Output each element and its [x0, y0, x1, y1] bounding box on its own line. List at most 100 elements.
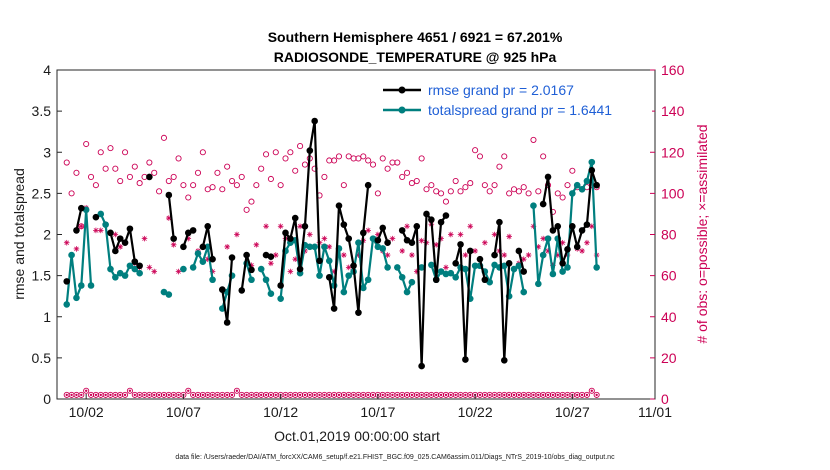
zero-obs-center — [400, 393, 404, 397]
zero-obs-center — [503, 393, 506, 397]
rmse-line — [478, 258, 486, 280]
spread-point — [588, 158, 596, 166]
spread-point — [530, 202, 537, 210]
possible-obs-point — [559, 194, 566, 201]
zero-obs-center — [391, 393, 394, 397]
possible-obs-point — [107, 145, 114, 152]
spread-point — [364, 276, 372, 284]
zero-obs-center — [556, 393, 559, 397]
possible-obs-point — [165, 177, 172, 185]
possible-obs-point — [369, 161, 377, 168]
zero-obs-center — [153, 393, 156, 397]
zero-obs-center — [109, 393, 112, 397]
y2-tick-label: 160 — [661, 62, 685, 78]
possible-obs-point — [112, 165, 119, 172]
possible-obs-point — [355, 155, 362, 162]
zero-obs-point — [233, 387, 240, 394]
rmse-point — [573, 243, 581, 251]
possible-obs-point — [209, 184, 216, 191]
zero-obs-center — [75, 393, 78, 397]
zero-obs-center — [449, 393, 453, 397]
x-tick-label: 10/27 — [555, 404, 590, 420]
spread-point — [578, 185, 586, 193]
legend-spread-label: totalspread grand pr = 1.6441 — [428, 102, 612, 118]
spread-point — [306, 243, 314, 251]
spread-point — [68, 251, 75, 259]
zero-obs-center — [381, 393, 384, 397]
zero-obs-center — [420, 393, 423, 397]
possible-obs-point — [282, 155, 289, 162]
rmse-point — [432, 276, 440, 284]
spread-point — [107, 265, 114, 273]
zero-obs-center — [318, 393, 321, 397]
x-tick-label: 10/22 — [458, 404, 493, 420]
spread-point — [583, 177, 591, 185]
zero-obs-center — [114, 393, 117, 397]
spread-point — [248, 276, 255, 284]
possible-obs-point — [87, 173, 95, 180]
zero-obs-center — [415, 393, 418, 397]
rmse-point — [578, 227, 586, 234]
zero-obs-center — [211, 393, 214, 397]
zero-obs-center — [294, 393, 297, 397]
rmse-point — [296, 265, 304, 273]
x-tick-label: 10/17 — [360, 404, 395, 420]
rmse-point — [442, 212, 450, 219]
rmse-point — [267, 253, 275, 261]
possible-obs-point — [457, 188, 464, 195]
spread-point — [204, 243, 212, 251]
rmse-point — [78, 204, 85, 212]
spread-point — [535, 280, 542, 288]
rmse-point — [291, 214, 299, 222]
rmse-point — [476, 255, 484, 263]
rmse-point — [505, 259, 513, 267]
rmse-point — [107, 229, 114, 237]
spread-point — [452, 273, 459, 281]
rmse-line — [328, 185, 370, 314]
y-tick-label: 3 — [43, 144, 51, 160]
zero-obs-center — [371, 393, 375, 397]
possible-obs-point — [277, 182, 284, 189]
spread-point — [355, 239, 362, 247]
assimilated-obs-point — [277, 223, 284, 230]
zero-obs-center — [522, 393, 525, 397]
spread-point — [437, 268, 445, 275]
rmse-point — [282, 229, 289, 237]
zero-obs-center — [469, 393, 472, 397]
possible-obs-point — [510, 186, 518, 193]
rmse-point — [549, 227, 557, 234]
spread-point — [447, 269, 455, 277]
assimilated-obs-point — [224, 244, 230, 250]
possible-obs-point — [292, 167, 299, 174]
assimilated-obs-point — [345, 264, 352, 271]
zero-obs-center — [430, 393, 433, 397]
spread-point — [500, 262, 508, 270]
possible-obs-point — [452, 177, 459, 185]
possible-obs-point — [506, 190, 513, 197]
rmse-point — [481, 276, 489, 284]
spread-point — [325, 257, 333, 265]
x-tick-label: 10/12 — [263, 404, 298, 420]
rmse-point — [384, 239, 391, 247]
zero-obs-center — [172, 393, 175, 397]
zero-obs-center — [250, 393, 253, 397]
zero-obs-center — [454, 393, 457, 397]
spread-point — [180, 265, 187, 273]
assimilated-obs-point — [321, 235, 328, 242]
zero-obs-center — [585, 393, 589, 397]
assimilated-obs-point — [418, 237, 425, 244]
spread-point — [559, 268, 566, 275]
rmse-point — [437, 218, 445, 226]
spread-point — [267, 290, 275, 298]
possible-obs-point — [63, 159, 70, 166]
zero-obs-center — [517, 393, 521, 397]
rmse-line — [279, 119, 321, 286]
spread-point — [418, 264, 425, 271]
possible-obs-point — [122, 149, 129, 156]
rmse-point — [340, 221, 348, 228]
rmse-point — [554, 222, 562, 230]
legend-rmse-label: rmse grand pr = 2.0167 — [428, 82, 574, 98]
spread-point — [408, 278, 416, 286]
possible-obs-point — [267, 175, 274, 183]
possible-obs-point — [467, 180, 474, 187]
